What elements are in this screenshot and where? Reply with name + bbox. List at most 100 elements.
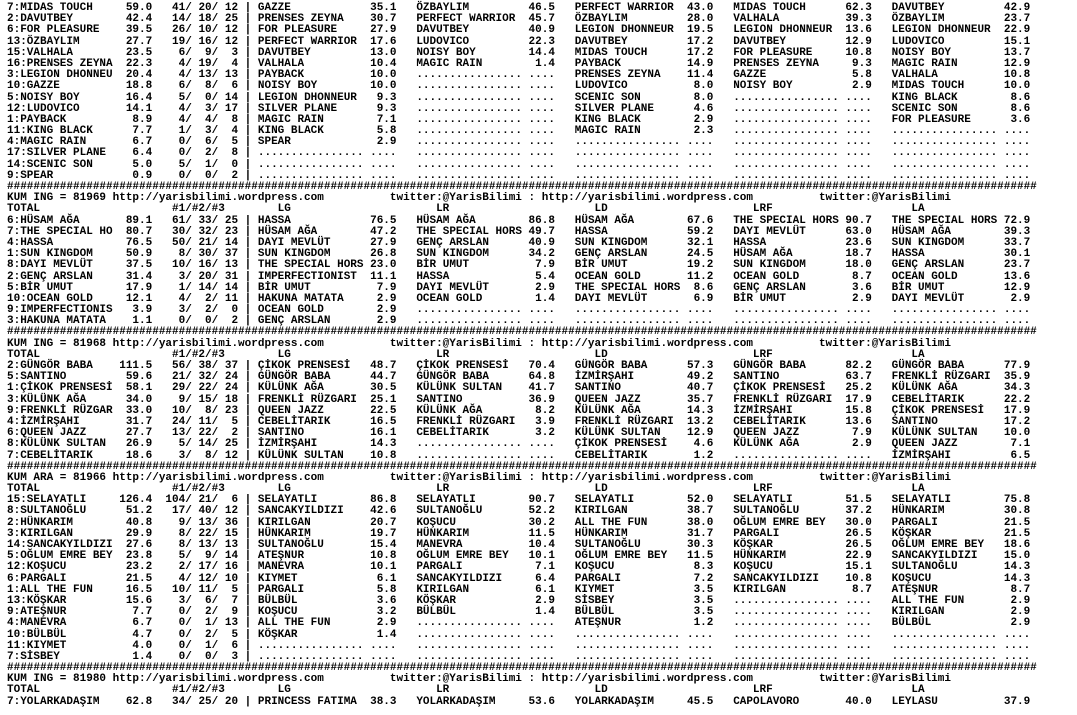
lg-cell: KÜLÜNK AĞA 30.5 [257, 382, 417, 395]
lg-cell: KÜLÜNK SULTAN 10.8 [257, 449, 417, 462]
twitter-handle: twitter:@YarisBilimi : [323, 192, 542, 205]
lg-cell: HÜNKARIM 19.7 [257, 527, 417, 540]
lr-cell: PERFECT WARRIOR 45.7 [416, 13, 575, 26]
la-cell: SELAYATLI 75.8 [891, 494, 1051, 507]
column-headers: TOTAL #1/#2/#3 LG LR LD LRF LA [7, 684, 925, 697]
places-cell: 6/ 9/ 3 [152, 46, 239, 59]
ld-cell: GENÇ ARSLAN 24.5 [574, 248, 734, 261]
lg-cell: PERFECT WARRIOR 17.6 [257, 35, 417, 48]
lg-cell: HASSA 76.5 [257, 214, 417, 227]
twitter-handle: twitter:@YarisBilimi : [323, 471, 542, 484]
la-cell: THE SPECIAL HORS 72.9 [891, 214, 1051, 227]
site-url: http://yarisbilimi.wordpress.com [112, 192, 324, 205]
ld-cell: ................ .... [574, 639, 734, 652]
twitter-handle: twitter:@YarisBilimi [752, 337, 951, 350]
lr-cell: SUN KINGDOM 34.2 [416, 248, 575, 261]
la-cell: CEBELİTARIK 22.2 [891, 393, 1051, 406]
column-divider: | [238, 169, 258, 182]
total-cell: 2:DAVUTBEY 42.4 [7, 13, 153, 26]
column-divider: | [238, 102, 258, 115]
table-row: 11:KING BLACK 7.7 1/ 3/ 4 | KING BLACK 5… [7, 125, 1077, 138]
lrf-cell: THE SPECIAL HORS 90.7 [733, 214, 892, 227]
table-row: 15:SELAYATLI 126.4 104/ 21/ 6 | SELAYATL… [7, 495, 1077, 506]
la-cell: ................ .... [891, 628, 1051, 641]
places-cell: 4/ 4/ 8 [152, 113, 239, 126]
ld-cell: ................ .... [574, 147, 734, 160]
la-cell: BİR UMUT 12.9 [891, 281, 1051, 294]
total-cell: 16:PRENSES ZEYNA 22.3 [7, 57, 153, 70]
table-row: 1:ALL THE FUN 16.5 10/ 11/ 5 | PARGALI 5… [7, 583, 1077, 596]
lr-cell: ................ .... [416, 91, 575, 104]
lrf-cell: NOISY BOY 2.9 [733, 80, 892, 93]
ld-cell: ATEŞNUR 1.2 [574, 617, 734, 630]
ld-cell: GÜNGÖR BABA 57.3 [574, 360, 734, 372]
total-cell: 7:THE SPECIAL HO 80.7 [7, 225, 153, 238]
table-row: 15:VALHALA 23.5 6/ 9/ 3 | DAVUTBEY 13.0 … [7, 46, 1077, 59]
lr-cell: ................ .... [416, 617, 575, 630]
lrf-cell: SANTINO 63.7 [733, 371, 892, 384]
la-cell: SANCAKYILDIZI 15.0 [891, 550, 1051, 563]
lr-cell: BİR UMUT 7.9 [416, 259, 575, 272]
lr-cell: ................ .... [416, 102, 575, 115]
lg-cell: SILVER PLANE 9.3 [257, 102, 417, 115]
section-header-row: KUM ARA = 81966 http://yarisbilimi.wordp… [7, 471, 1077, 484]
lrf-cell: BİR UMUT 2.9 [733, 292, 892, 305]
lg-cell: NOISY BOY 10.0 [257, 80, 417, 93]
column-header-row: TOTAL #1/#2/#3 LG LR LD LRF LA [7, 483, 1077, 495]
total-cell: 5:BİR UMUT 17.9 [7, 281, 153, 294]
places-cell: 30/ 32/ 23 [152, 225, 239, 238]
ld-cell: HASSA 59.2 [574, 225, 734, 238]
la-cell: OCEAN GOLD 13.6 [891, 270, 1051, 283]
total-cell: 6:PARGALI 21.5 [7, 572, 153, 585]
twitter-handle: twitter:@YarisBilimi [752, 471, 951, 484]
lrf-cell: ................ .... [733, 113, 892, 126]
separator-hashes: ########################################… [7, 326, 1037, 339]
lrf-cell: OCEAN GOLD 8.7 [733, 270, 892, 283]
places-cell: 0/ 0/ 2 [152, 169, 239, 182]
lg-cell: FRENKLİ RÜZGARI 25.1 [257, 393, 417, 406]
ld-cell: DAYI MEVLÜT 6.9 [574, 292, 734, 305]
lrf-cell: ................ .... [733, 449, 892, 462]
column-divider: | [238, 236, 258, 249]
lrf-cell: FRENKLİ RÜZGARI 17.9 [733, 393, 892, 406]
column-divider: | [238, 505, 258, 518]
table-row: 7:CEBELİTARIK 18.6 3/ 8/ 12 | KÜLÜNK SUL… [7, 449, 1077, 462]
table-row: 14:SCENIC SON 5.0 5/ 1/ 0 | ............… [7, 159, 1077, 171]
total-cell: 3:LEGION DHONNEU 20.4 [7, 69, 153, 82]
ld-cell: SANTINO 40.7 [574, 382, 734, 395]
table-row: 1:PAYBACK 8.9 4/ 4/ 8 | MAGIC RAIN 7.1 .… [7, 113, 1077, 126]
lg-cell: PAYBACK 10.0 [257, 69, 417, 82]
table-row: 12:KOŞUCU 23.2 2/ 17/ 16 | MANEVRA 10.1 … [7, 562, 1077, 573]
lg-cell: ................ .... [257, 639, 417, 652]
table-row: 10:OCEAN GOLD 12.1 4/ 2/ 11 | HAKUNA MAT… [7, 292, 1077, 305]
total-cell: 7:SİSBEY 1.4 [7, 650, 153, 663]
table-row: 4:İZMİRŞAHI 31.7 24/ 11/ 5 | CEBELİTARIK… [7, 416, 1077, 428]
ld-cell: SILVER PLANE 4.6 [574, 102, 734, 115]
lrf-cell: GÜNGÖR BABA 82.2 [733, 360, 892, 372]
lrf-cell: KÜLÜNK AĞA 2.9 [733, 438, 892, 451]
places-cell: 10/ 16/ 13 [152, 259, 239, 272]
total-cell: 7:CEBELİTARIK 18.6 [7, 449, 153, 462]
column-divider: | [238, 46, 258, 59]
total-cell: 12:LUDOVICO 14.1 [7, 102, 153, 115]
lg-cell: KOŞUCU 3.2 [257, 606, 417, 619]
table-row: 4:MAGIC RAIN 6.7 0/ 6/ 5 | SPEAR 2.9 ...… [7, 137, 1077, 148]
lrf-cell: ................ .... [733, 315, 892, 328]
lr-cell: ................ .... [416, 80, 575, 93]
column-divider: | [238, 360, 258, 372]
la-cell: HÜSAM AĞA 39.3 [891, 225, 1051, 238]
places-cell: 8/ 13/ 13 [152, 539, 239, 551]
places-cell: 0/ 2/ 5 [152, 628, 239, 641]
separator-hashes: ########################################… [7, 181, 1037, 193]
places-cell: 10/ 8/ 23 [152, 404, 239, 417]
table-row: 12:LUDOVICO 14.1 4/ 3/ 17 | SILVER PLANE… [7, 102, 1077, 115]
total-cell: 1:ALL THE FUN 16.5 [7, 583, 153, 596]
lr-cell: HASSA 5.4 [416, 270, 575, 283]
lr-cell: MAGIC RAIN 1.4 [416, 57, 575, 70]
lr-cell: SELAYATLI 90.7 [416, 494, 575, 507]
ld-cell: KÜLÜNK AĞA 14.3 [574, 404, 734, 417]
section-separator: ########################################… [7, 181, 1077, 193]
la-cell: ................ .... [891, 125, 1051, 138]
lr-cell: KIRILGAN 6.1 [416, 583, 575, 596]
table-row: 7:YOLARKADAŞIM 62.8 34/ 25/ 20 | PRINCES… [7, 696, 1077, 708]
